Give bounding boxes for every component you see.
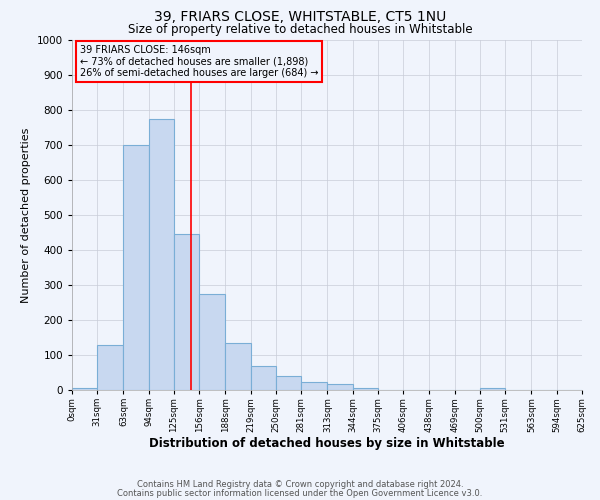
Bar (72, 388, 97, 390)
Text: 39 FRIARS CLOSE: 146sqm
← 73% of detached houses are smaller (1,898)
26% of semi: 39 FRIARS CLOSE: 146sqm ← 73% of detache… (80, 46, 318, 78)
X-axis label: Distribution of detached houses by size in Whitstable: Distribution of detached houses by size … (149, 438, 505, 450)
Text: Contains HM Land Registry data © Crown copyright and database right 2024.: Contains HM Land Registry data © Crown c… (137, 480, 463, 489)
Y-axis label: Number of detached properties: Number of detached properties (21, 128, 31, 302)
Bar (97, 344, 124, 390)
Bar (124, 145, 149, 390)
Bar (149, 118, 174, 390)
Text: Contains public sector information licensed under the Open Government Licence v3: Contains public sector information licen… (118, 488, 482, 498)
Text: Size of property relative to detached houses in Whitstable: Size of property relative to detached ho… (128, 22, 472, 36)
Bar (251, 366, 276, 390)
Bar (301, 382, 328, 390)
Bar (174, 234, 199, 390)
Text: 39, FRIARS CLOSE, WHITSTABLE, CT5 1NU: 39, FRIARS CLOSE, WHITSTABLE, CT5 1NU (154, 10, 446, 24)
Bar (276, 376, 301, 390)
Bar (226, 343, 251, 390)
Bar (480, 388, 505, 390)
Bar (328, 384, 353, 390)
Bar (353, 388, 378, 390)
Bar (199, 294, 226, 390)
